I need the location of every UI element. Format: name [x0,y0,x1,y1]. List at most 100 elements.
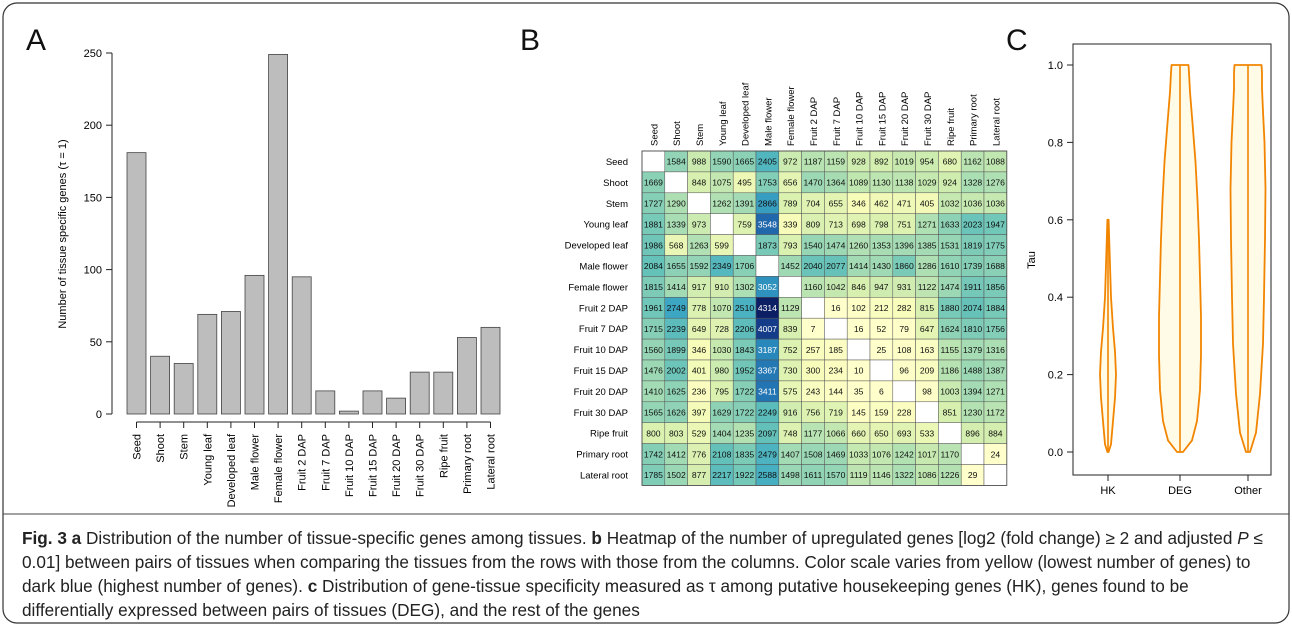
bar [173,363,194,415]
bar-x-tick-label: Fruit 2 DAP [297,434,309,491]
heatmap-cell-value: 212 [874,303,889,313]
caption-a-text: Distribution of the number of tissue-spe… [86,528,587,548]
caption-b-p: P [1237,528,1249,548]
heatmap-cell-value: 2349 [712,261,731,271]
heatmap-cell-value: 1029 [917,178,936,188]
heatmap-cell-value: 257 [806,345,821,355]
heatmap-cell-value: 1177 [804,428,823,438]
heatmap-cell-value: 1019 [895,157,914,167]
violin-y-axis-label: Tau [1026,251,1038,269]
heatmap-cell-value: 752 [783,345,798,355]
heatmap-cell-value: 159 [874,407,889,417]
heatmap-cell-value: 575 [783,387,798,397]
heatmap-row-label: Young leaf [583,220,628,231]
caption-c-text: Distribution of gene-tissue specificity … [22,576,1189,620]
bar-y-tick-label: 200 [84,120,102,132]
heatmap-cell [687,192,711,214]
heatmap-cell-value: 798 [874,219,889,229]
bar [362,390,383,415]
heatmap-cell-value: 529 [692,428,707,438]
heatmap-cell-value: 1036 [986,198,1005,208]
heatmap-cell [960,443,985,465]
heatmap-cell-value: 1276 [986,178,1005,188]
heatmap-cell-value: 2108 [712,449,731,459]
heatmap-col-label: Young leaf [718,101,729,146]
heatmap-cell-value: 2023 [963,219,982,229]
heatmap-cell-value: 1584 [667,157,686,167]
violin-plot: Tau 0.0 0.2 0.4 0.6 0.8 1.0 HK DEG Other [1026,43,1272,497]
heatmap-cell-value: 1565 [644,407,663,417]
heatmap-cell-value: 1088 [986,157,1005,167]
heatmap-cell-value: 1819 [963,240,982,250]
heatmap-cell-value: 1155 [941,345,960,355]
heatmap-row-label: Fruit 10 DAP [574,345,628,356]
heatmap-cell-value: 1290 [667,198,686,208]
heatmap-cell-value: 947 [874,282,889,292]
heatmap-cell-value: 495 [737,178,752,188]
heatmap-cell-value: 650 [874,428,889,438]
heatmap-col-label: Developed leaf [741,82,752,146]
heatmap-cell-value: 1396 [895,240,914,250]
violin-x-tick-label: DEG [1168,485,1192,497]
heatmap-cell-value: 884 [988,428,1003,438]
bar-x-tick-label: Developed leaf [226,433,238,507]
heatmap-cell-value: 1226 [940,470,959,480]
heatmap-cell-value: 16 [854,324,864,334]
heatmap-cell-value: 1339 [667,219,686,229]
heatmap-cell-value: 2866 [758,198,777,208]
bar-x-tick-label: Lateral root [486,434,498,490]
bar [338,410,359,415]
heatmap-cell-value: 1328 [963,178,982,188]
heatmap-cell-value: 1655 [667,261,686,271]
heatmap-cell-value: 6 [879,387,884,397]
bar-x-tick-label: Young leaf [202,433,214,486]
bar [197,313,218,415]
heatmap-cell-value: 2510 [735,303,754,313]
heatmap-col-label: Fruit 7 DAP [832,97,843,146]
heatmap-cell-value: 4007 [758,324,777,334]
bar-y-tick-label: 50 [90,337,102,349]
heatmap-cell [846,338,871,361]
heatmap-cell-value: 1122 [918,282,937,292]
heatmap-cell-value: 2749 [667,303,686,313]
heatmap-cell-value: 1727 [644,198,663,208]
heatmap-cell-value: 3367 [758,366,777,376]
heatmap-row-label: Fruit 30 DAP [574,408,628,419]
heatmap-cell-value: 917 [692,282,707,292]
heatmap-cell-value: 1531 [940,240,959,250]
heatmap-cell-value: 1322 [895,470,914,480]
bar-x-tick-label: Fruit 30 DAP [415,434,427,497]
heatmap-cell-value: 1560 [644,345,663,355]
bar [433,371,454,415]
heatmap-cell-value: 1470 [803,178,822,188]
heatmap-row-label: Seed [606,157,628,168]
violin-plot-frame [1072,43,1272,476]
heatmap-cell-value: 649 [692,324,707,334]
heatmap-cell-value: 1302 [735,282,754,292]
heatmap-cell-value: 1414 [667,282,686,292]
heatmap-cell-value: 1353 [872,240,891,250]
heatmap-cell-value: 145 [851,407,866,417]
heatmap-cell-value: 693 [897,428,912,438]
bar-x-tick-label: Female flower [273,434,285,503]
panel-a-label: A [26,24,46,57]
heatmap-cell-value: 1410 [644,387,663,397]
heatmap-cell-value: 234 [829,366,844,376]
heatmap-cell-value: 1952 [735,366,754,376]
heatmap-cell-value: 243 [806,387,821,397]
heatmap-cell-value: 3052 [758,282,777,292]
bar [220,311,241,415]
heatmap-row-label: Shoot [603,178,628,189]
heatmap-cell [915,401,939,423]
heatmap-cell-value: 751 [897,219,912,229]
heatmap-cell-value: 397 [692,407,707,417]
heatmap-cell-value: 1742 [644,449,663,459]
heatmap-cell-value: 144 [829,387,844,397]
bar-x-tick-label: Fruit 10 DAP [344,434,356,497]
bar-x-tick-label: Shoot [155,434,167,463]
heatmap-cell-value: 1130 [872,178,891,188]
heatmap-cell-value: 730 [783,366,798,376]
heatmap-cell-value: 10 [854,366,864,376]
heatmap-cell-value: 1452 [781,261,800,271]
